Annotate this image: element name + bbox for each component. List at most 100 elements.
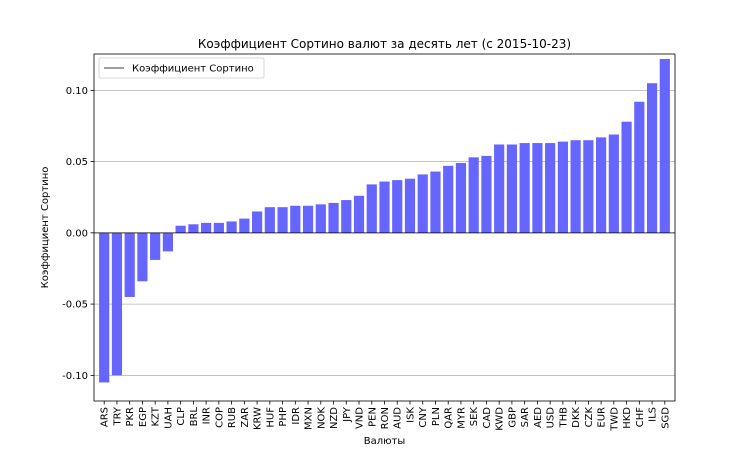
bar-hkd: [621, 121, 632, 233]
bar-brl: [188, 224, 199, 233]
x-tick-label: HKD: [622, 407, 633, 429]
bar-dkk: [570, 140, 581, 233]
x-tick-label: NOK: [316, 407, 327, 429]
chart-title: Коэффициент Сортино валют за десять лет …: [198, 37, 571, 51]
bar-isk: [404, 178, 416, 233]
x-tick-label: HUF: [265, 407, 276, 428]
bar-pen: [366, 184, 377, 233]
x-tick-label: RON: [380, 407, 391, 429]
x-axis: ARS TRY PKR EGP KZT UAH CLP BRL INR COP RUB ZAR KRW H…: [100, 401, 671, 432]
bar-mxn: [302, 205, 314, 233]
bar-cny: [417, 174, 428, 233]
bar-ils: [646, 83, 658, 233]
y-axis-label: Коэффициент Сортино: [40, 167, 51, 289]
bar-thb: [557, 141, 568, 233]
bar-nok: [315, 204, 326, 233]
x-tick-label: CNY: [418, 406, 429, 427]
y-tick-label: -0.10: [62, 371, 88, 382]
bar-try: [111, 232, 123, 376]
x-tick-label: CZK: [584, 407, 595, 428]
bar-chf: [634, 101, 645, 233]
bar-czk: [583, 140, 594, 233]
x-tick-label: PEN: [367, 407, 378, 427]
bar-aed: [532, 143, 543, 233]
bar-myr: [455, 163, 467, 233]
x-tick-label: TWD: [609, 407, 620, 432]
x-tick-label: CLP: [176, 407, 187, 426]
x-tick-label: MYR: [456, 407, 467, 429]
x-tick-label: PHP: [278, 407, 289, 427]
bar-clp: [175, 225, 186, 233]
x-tick-label: UAH: [163, 407, 174, 429]
x-tick-label: THB: [558, 407, 569, 429]
x-tick-label: TRY: [112, 406, 123, 426]
x-tick-label: AUD: [393, 407, 404, 429]
bar-sgd: [659, 58, 670, 233]
x-tick-label: NZD: [329, 407, 340, 429]
bar-qar: [443, 165, 454, 233]
bar-ron: [379, 181, 390, 233]
bar-kwd: [494, 144, 505, 233]
x-tick-label: CAD: [482, 407, 493, 429]
bar-rub: [226, 221, 237, 233]
bar-php: [277, 207, 288, 233]
bar-usd: [545, 143, 556, 233]
x-tick-label: SAR: [520, 407, 531, 427]
legend-label: Коэффициент Сортино: [132, 64, 254, 75]
x-tick-label: RUB: [227, 407, 238, 428]
y-tick-label: 0.00: [66, 228, 88, 239]
bar-cop: [213, 222, 224, 233]
bar-aud: [392, 180, 403, 233]
x-tick-label: ARS: [100, 407, 111, 427]
x-tick-label: BRL: [189, 407, 200, 427]
bar-ars: [99, 232, 110, 383]
bar-nzd: [328, 202, 339, 233]
x-tick-label: PLN: [431, 407, 442, 426]
x-tick-label: KWD: [495, 407, 506, 431]
x-tick-label: SEK: [469, 407, 480, 427]
x-tick-label: MXN: [304, 407, 315, 430]
bar-jpy: [341, 200, 352, 233]
x-tick-label: JPY: [342, 406, 353, 423]
bar-kzt: [150, 232, 161, 260]
bar-sar: [519, 143, 530, 233]
x-tick-label: KRW: [253, 407, 264, 430]
x-axis-label: Валюты: [364, 436, 406, 447]
x-tick-label: AED: [533, 407, 544, 428]
x-tick-label: INR: [202, 407, 213, 424]
bar-idr: [290, 205, 301, 233]
bar-eur: [596, 137, 607, 233]
y-axis: -0.10 -0.05 0.00 0.05 0.10: [62, 86, 94, 382]
x-tick-label: EGP: [138, 407, 149, 427]
bar-sek: [468, 157, 479, 233]
bar-twd: [608, 134, 619, 233]
x-tick-label: ISK: [405, 407, 416, 423]
x-tick-label: QAR: [444, 407, 455, 429]
bar-uah: [162, 232, 173, 252]
bar-pln: [430, 171, 441, 233]
x-tick-label: DKK: [571, 407, 582, 428]
x-tick-label: VND: [355, 407, 366, 429]
x-tick-label: GBP: [507, 407, 518, 428]
bar-zar: [239, 218, 250, 233]
bar-vnd: [353, 195, 365, 233]
x-tick-label: COP: [214, 407, 225, 428]
y-tick-label: 0.05: [66, 157, 88, 168]
x-tick-label: KZT: [151, 406, 162, 426]
x-tick-label: IDR: [291, 407, 302, 425]
legend: Коэффициент Сортино: [98, 57, 265, 79]
bar-gbp: [506, 144, 518, 233]
x-tick-label: USD: [546, 407, 557, 429]
bars: [99, 58, 670, 383]
bar-krw: [251, 211, 263, 233]
bar-inr: [201, 222, 212, 233]
y-tick-label: 0.10: [66, 86, 88, 97]
y-tick-label: -0.05: [62, 300, 88, 311]
bar-cad: [481, 155, 492, 233]
legend-box: [98, 57, 265, 79]
x-tick-label: SGD: [660, 407, 671, 429]
x-tick-label: CHF: [635, 407, 646, 428]
x-tick-label: PKR: [125, 407, 136, 427]
x-tick-label: ILS: [648, 407, 659, 422]
